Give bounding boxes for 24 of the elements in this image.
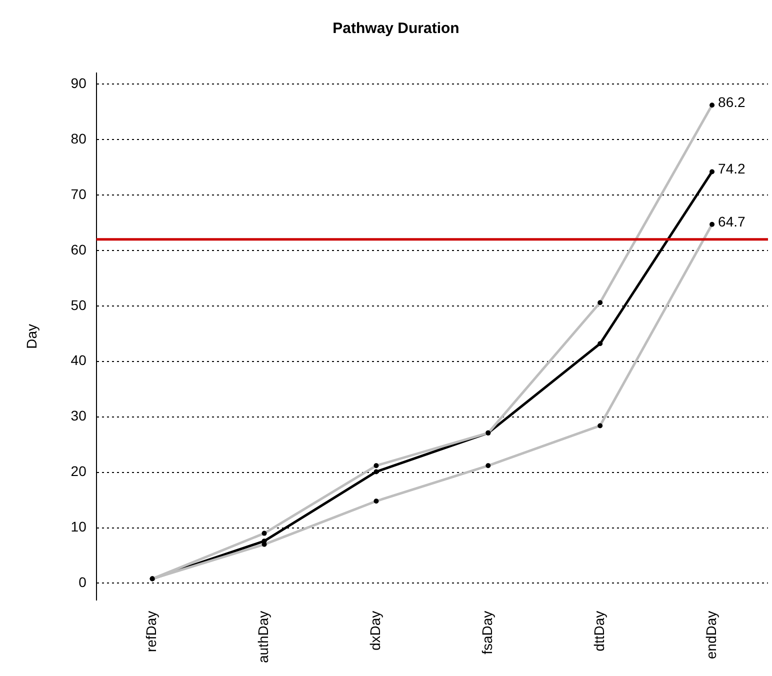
point — [710, 169, 715, 174]
y-tick-label: 10 — [70, 518, 87, 535]
x-tick-label: dxDay — [367, 610, 384, 651]
x-tick-label: dttDay — [590, 610, 607, 652]
y-tick-label: 20 — [70, 463, 87, 480]
x-tick-label: authDay — [255, 610, 272, 664]
x-tick-label: refDay — [143, 610, 160, 652]
y-tick-label: 40 — [70, 352, 87, 368]
x-tick-label: endDay — [702, 610, 719, 660]
data-label: 86.2 — [718, 94, 746, 110]
y-tick-label: 70 — [70, 186, 87, 202]
point — [374, 469, 379, 474]
y-tick-label: 80 — [70, 130, 87, 146]
y-tick-label: 60 — [70, 241, 87, 258]
data-label: 74.2 — [718, 160, 746, 177]
chart-title: Pathway Duration — [332, 20, 460, 38]
y-tick-label: 50 — [70, 296, 87, 313]
y-tick-label: 0 — [78, 574, 87, 590]
x-tick-label: fsaDay — [479, 610, 496, 654]
y-tick-label: 30 — [70, 408, 87, 424]
y-axis-title: Day — [23, 324, 40, 349]
point — [598, 341, 603, 346]
y-tick-label: 90 — [70, 74, 87, 91]
data-label: 64.7 — [718, 213, 746, 230]
